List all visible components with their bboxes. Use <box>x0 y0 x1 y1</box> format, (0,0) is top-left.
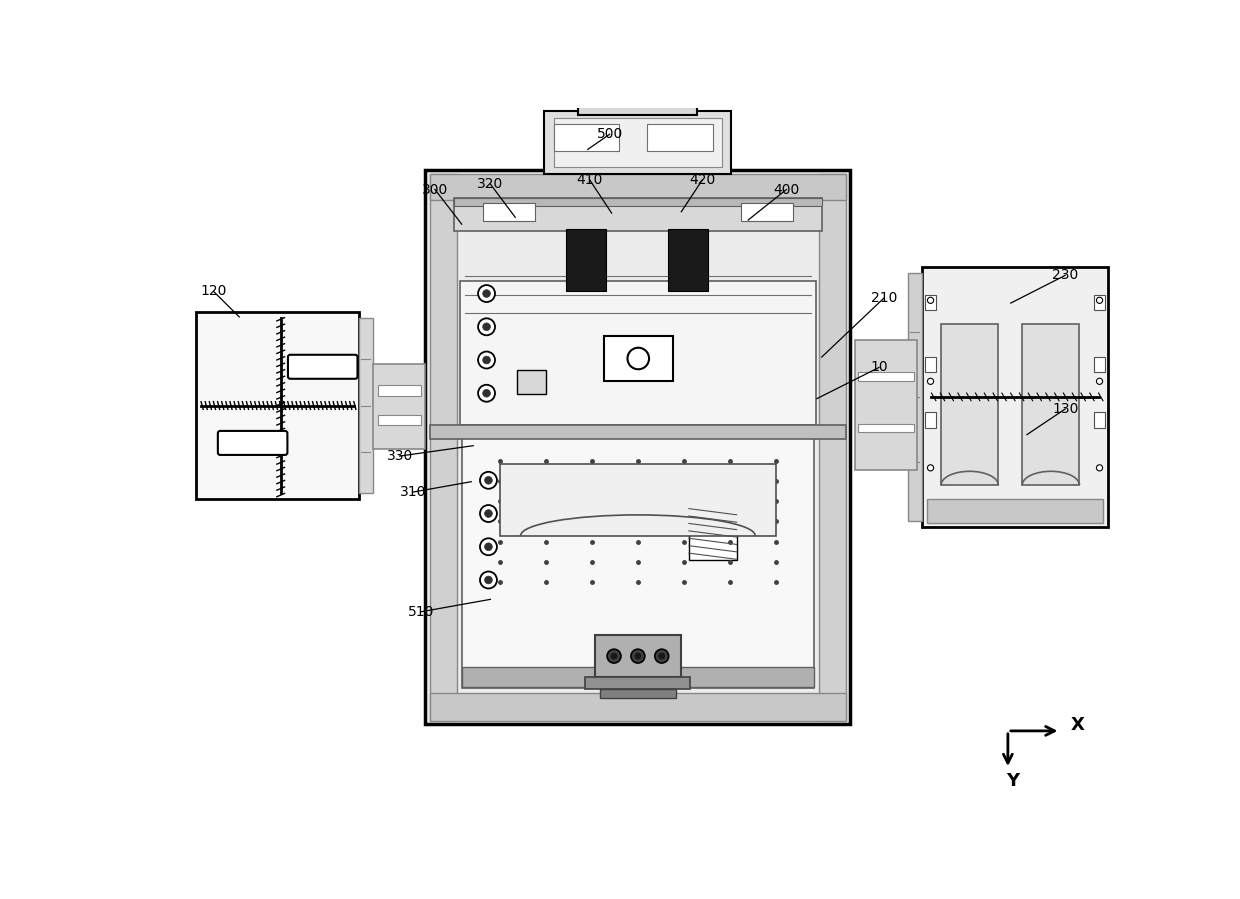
Circle shape <box>482 389 490 397</box>
Circle shape <box>485 543 492 550</box>
Bar <box>689 508 737 560</box>
Bar <box>461 667 813 687</box>
Circle shape <box>479 385 495 402</box>
Circle shape <box>631 649 645 663</box>
Circle shape <box>634 90 642 99</box>
Circle shape <box>485 576 492 583</box>
Bar <box>925 357 936 372</box>
Circle shape <box>482 289 490 298</box>
Circle shape <box>658 653 665 659</box>
Circle shape <box>485 510 492 518</box>
Bar <box>500 464 776 536</box>
Text: 10: 10 <box>870 360 888 375</box>
Bar <box>1094 413 1105 428</box>
Bar <box>921 267 1109 527</box>
Bar <box>454 198 822 231</box>
Bar <box>667 229 708 291</box>
Circle shape <box>1096 465 1102 471</box>
Text: 130: 130 <box>1052 402 1079 416</box>
Circle shape <box>480 572 497 589</box>
Bar <box>858 372 914 380</box>
Text: 500: 500 <box>596 127 622 141</box>
Circle shape <box>668 90 678 99</box>
Bar <box>517 370 546 395</box>
FancyBboxPatch shape <box>288 355 357 378</box>
Text: 410: 410 <box>577 173 603 187</box>
Bar <box>858 424 914 432</box>
Bar <box>554 124 620 152</box>
Bar <box>430 693 846 720</box>
Bar <box>600 690 676 698</box>
Bar <box>544 111 732 174</box>
Bar <box>378 414 420 425</box>
Circle shape <box>479 285 495 302</box>
Circle shape <box>598 90 606 99</box>
Bar <box>941 325 998 485</box>
Text: 210: 210 <box>870 291 897 306</box>
Bar <box>926 499 1104 523</box>
Bar <box>585 677 691 690</box>
Circle shape <box>485 476 492 485</box>
Bar <box>565 229 606 291</box>
Text: 400: 400 <box>774 182 800 197</box>
Circle shape <box>480 472 497 489</box>
Circle shape <box>655 649 668 663</box>
Circle shape <box>627 348 649 369</box>
Bar <box>818 174 846 720</box>
Bar <box>196 312 358 499</box>
Bar <box>925 295 936 310</box>
Text: 330: 330 <box>387 450 413 463</box>
Circle shape <box>480 505 497 522</box>
Bar <box>596 49 680 71</box>
Circle shape <box>635 653 641 659</box>
Bar <box>378 386 420 396</box>
Text: 510: 510 <box>408 605 434 619</box>
Text: 230: 230 <box>1052 269 1079 282</box>
Bar <box>856 340 918 469</box>
Text: 420: 420 <box>689 173 715 187</box>
Text: 320: 320 <box>477 177 503 191</box>
Circle shape <box>482 323 490 331</box>
Text: 310: 310 <box>399 485 427 499</box>
Circle shape <box>928 378 934 385</box>
Bar <box>425 170 851 724</box>
Bar <box>454 198 822 206</box>
Bar <box>554 119 722 166</box>
Bar <box>908 272 923 521</box>
Circle shape <box>611 653 618 659</box>
Bar <box>604 335 672 380</box>
Bar <box>430 174 846 200</box>
Text: Y: Y <box>1006 772 1019 790</box>
Bar <box>1022 325 1080 485</box>
Bar <box>358 317 373 494</box>
Bar <box>740 203 794 221</box>
Bar <box>1094 295 1105 310</box>
Bar <box>461 436 813 688</box>
Circle shape <box>608 649 621 663</box>
Bar <box>482 203 536 221</box>
Circle shape <box>1096 298 1102 303</box>
Circle shape <box>1096 378 1102 385</box>
Bar <box>460 280 816 425</box>
Circle shape <box>928 298 934 303</box>
Bar <box>1094 357 1105 372</box>
Text: X: X <box>1070 717 1085 734</box>
Circle shape <box>482 356 490 364</box>
Bar <box>373 364 425 449</box>
Text: 120: 120 <box>201 284 227 298</box>
Circle shape <box>479 352 495 369</box>
Circle shape <box>928 465 934 471</box>
Bar <box>595 636 681 677</box>
Bar <box>647 124 713 152</box>
Bar <box>430 425 846 439</box>
Text: 300: 300 <box>422 182 448 197</box>
Bar <box>578 70 697 115</box>
Circle shape <box>479 318 495 335</box>
Bar <box>430 174 458 720</box>
FancyBboxPatch shape <box>218 431 288 455</box>
Circle shape <box>480 539 497 556</box>
Bar <box>925 413 936 428</box>
